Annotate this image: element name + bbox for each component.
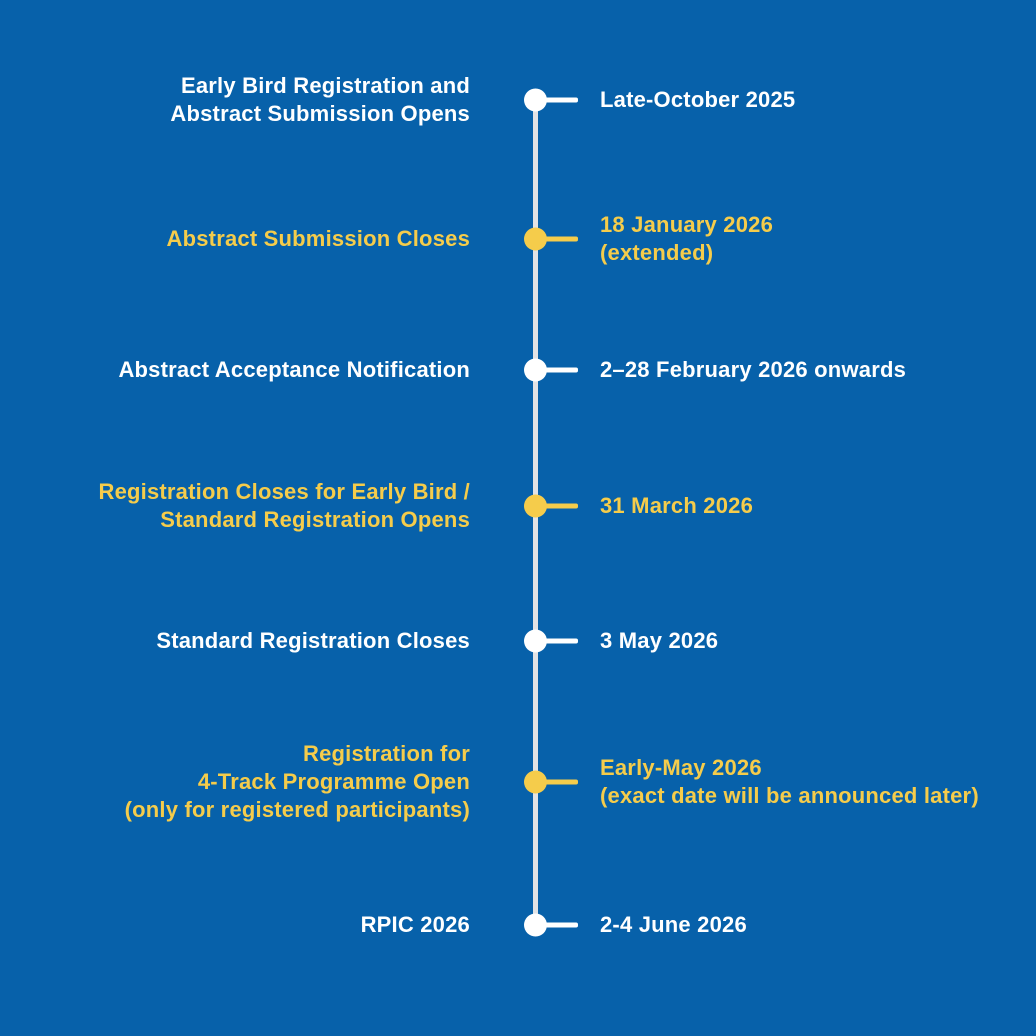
- event-tick-icon: [545, 638, 578, 644]
- event-label: Registration for 4-Track Programme Open …: [124, 741, 470, 822]
- event-label: Registration Closes for Early Bird / Sta…: [98, 479, 470, 532]
- event-label: Abstract Submission Closes: [166, 226, 470, 251]
- event-label: Abstract Acceptance Notification: [118, 357, 470, 382]
- event-date: Late-October 2025: [600, 87, 796, 112]
- event-label: Early Bird Registration and Abstract Sub…: [170, 73, 470, 126]
- event-label: Standard Registration Closes: [156, 628, 470, 653]
- event-tick-icon: [545, 367, 578, 373]
- event-date: 18 January 2026 (extended): [600, 212, 774, 265]
- event-tick-icon: [545, 503, 578, 509]
- event-tick-icon: [545, 236, 578, 242]
- event-tick-icon: [545, 779, 578, 785]
- event-dot-icon: [524, 770, 547, 794]
- event-dot-icon: [524, 227, 547, 251]
- event-date: 31 March 2026: [600, 493, 754, 518]
- event-dot-icon: [524, 629, 547, 653]
- event-date: 3 May 2026: [600, 628, 719, 653]
- event-date: 2–28 February 2026 onwards: [600, 357, 907, 382]
- event-dot-icon: [524, 913, 547, 937]
- event-dot-icon: [524, 358, 547, 382]
- event-tick-icon: [545, 97, 578, 103]
- event-dot-icon: [524, 494, 547, 518]
- event-label: RPIC 2026: [360, 912, 470, 937]
- event-date: Early-May 2026 (exact date will be annou…: [600, 755, 979, 808]
- event-dot-icon: [524, 88, 547, 112]
- event-tick-icon: [545, 922, 578, 928]
- event-date: 2-4 June 2026: [600, 912, 747, 937]
